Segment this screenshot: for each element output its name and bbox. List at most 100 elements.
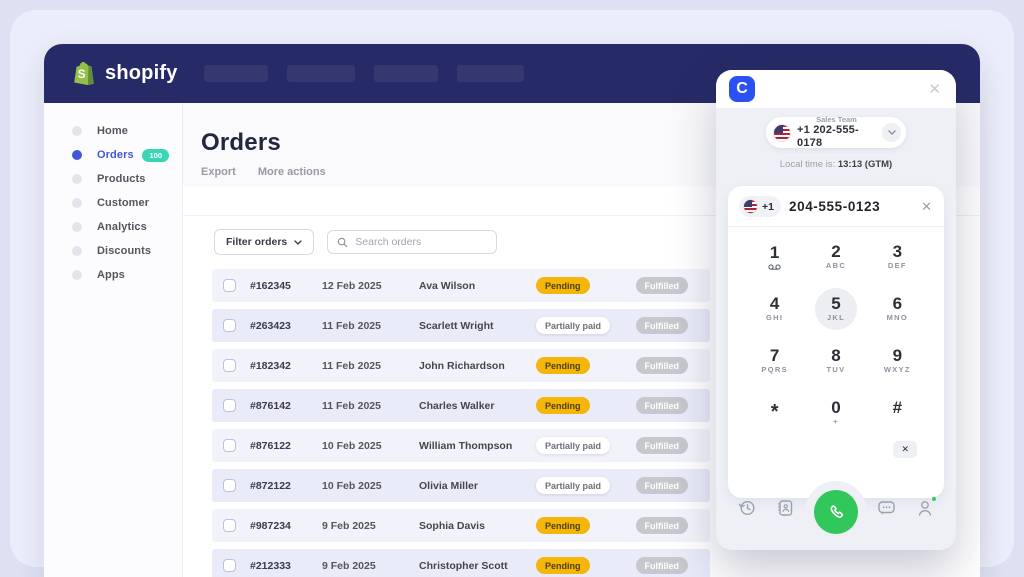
key-digit: 7 (769, 345, 780, 365)
order-row[interactable]: #182342 11 Feb 2025 John Richardson Pend… (212, 349, 710, 382)
nav-placeholder-2[interactable] (286, 65, 355, 82)
shopify-wordmark: shopify (105, 62, 178, 84)
sidebar-item[interactable]: Home (44, 119, 182, 143)
agent-status-icon[interactable] (915, 496, 937, 518)
shopify-logo: S shopify (70, 60, 178, 88)
sidebar-item[interactable]: Apps (44, 263, 182, 287)
order-row[interactable]: #876122 10 Feb 2025 William Thompson Par… (212, 429, 710, 462)
country-code: +1 (762, 200, 774, 213)
order-customer: Sophia Davis (419, 519, 485, 532)
key-digit: 0 (831, 397, 841, 417)
row-checkbox[interactable] (223, 439, 236, 452)
shopify-bag-icon: S (74, 61, 94, 85)
key-digit: 6 (892, 293, 903, 313)
order-row[interactable]: #212333 9 Feb 2025 Christopher Scott Pen… (212, 549, 710, 577)
sidebar-item[interactable]: Customer (44, 191, 182, 215)
order-id: #876142 (250, 399, 291, 412)
order-tabs (183, 187, 980, 216)
sidebar-item[interactable]: Discounts (44, 239, 182, 263)
keypad-key[interactable]: 2 ABC (805, 231, 866, 283)
keypad-key[interactable]: 5 JKL (805, 283, 866, 335)
keypad-key[interactable]: 4 GHI (744, 283, 805, 335)
dial-pad-card: +1 204-555-0123 ✕ 1 2 (728, 186, 944, 498)
row-checkbox[interactable] (223, 399, 236, 412)
order-row[interactable]: #872122 10 Feb 2025 Olivia Miller Partia… (212, 469, 710, 502)
sidebar-item-label: Discounts (97, 245, 152, 257)
line-phone-number: +1 202-555-0178 (797, 124, 859, 149)
country-code-selector[interactable]: +1 (739, 196, 781, 217)
clear-number-icon[interactable]: ✕ (921, 198, 932, 214)
keypad-key[interactable]: 7 PQRS (744, 335, 805, 387)
export-button[interactable]: Export (201, 166, 236, 178)
row-checkbox[interactable] (223, 479, 236, 492)
dialed-number-row: +1 204-555-0123 ✕ (728, 186, 944, 217)
divider (728, 226, 944, 227)
sms-chat-icon[interactable] (876, 498, 897, 518)
payment-status-badge: Pending (536, 277, 590, 294)
filter-orders-button[interactable]: Filter orders (214, 229, 315, 255)
order-date: 12 Feb 2025 (322, 279, 382, 292)
search-orders-input[interactable] (355, 236, 476, 248)
row-checkbox[interactable] (223, 559, 236, 572)
page-actions: Export More actions (201, 166, 956, 178)
row-checkbox[interactable] (223, 279, 236, 292)
key-letters: PQRS (761, 365, 788, 375)
top-nav-items (203, 65, 524, 82)
backspace-button[interactable]: ✕ (893, 441, 917, 458)
keypad-key[interactable]: 8 TUV (805, 335, 866, 387)
call-button[interactable] (814, 490, 858, 534)
close-icon[interactable]: ✕ (928, 80, 941, 98)
keypad-key[interactable]: 9 WXYZ (867, 335, 928, 387)
order-row[interactable]: #876142 11 Feb 2025 Charles Walker Pendi… (212, 389, 710, 422)
payment-status-badge: Partially paid (536, 477, 611, 494)
local-time: Local time is: 13:13 (GTM) (716, 159, 956, 170)
order-row[interactable]: #263423 11 Feb 2025 Scarlett Wright Part… (212, 309, 710, 342)
key-letters: TUV (826, 365, 846, 375)
order-customer: Olivia Miller (419, 479, 478, 492)
keypad-key[interactable]: * (744, 387, 805, 439)
orders-count-badge: 100 (142, 148, 169, 162)
more-actions-button[interactable]: More actions (257, 166, 326, 178)
keypad-key[interactable]: 6 MNO (867, 283, 928, 335)
row-checkbox[interactable] (223, 519, 236, 532)
dialer-toolbar (716, 496, 956, 518)
order-date: 11 Feb 2025 (322, 359, 381, 372)
outbound-line-selector[interactable]: Sales Team +1 202-555-0178 (766, 115, 906, 149)
local-time-value: 13:13 (GTM) (837, 159, 893, 170)
us-flag-icon (773, 123, 791, 142)
order-customer: William Thompson (419, 439, 513, 452)
key-letters: WXYZ (883, 365, 911, 375)
nav-placeholder-4[interactable] (456, 65, 524, 82)
keypad-key[interactable]: 1 (744, 231, 805, 283)
row-checkbox[interactable] (223, 359, 236, 372)
sidebar-item-dot-icon (72, 270, 82, 280)
fulfillment-status-badge: Fulfilled (635, 357, 688, 374)
nav-placeholder-1[interactable] (203, 65, 268, 82)
key-letters: ABC (825, 261, 847, 271)
order-row[interactable]: #162345 12 Feb 2025 Ava Wilson Pending F… (212, 269, 710, 302)
nav-placeholder-3[interactable] (373, 65, 438, 82)
keypad-key[interactable]: 0 + (805, 387, 866, 439)
order-row[interactable]: #987234 9 Feb 2025 Sophia Davis Pending … (212, 509, 710, 542)
dial-keypad: 1 2 ABC (728, 227, 944, 439)
fulfillment-status-badge: Fulfilled (635, 517, 688, 534)
key-letters: GHI (766, 313, 784, 323)
call-history-icon[interactable] (737, 498, 757, 518)
row-checkbox[interactable] (223, 319, 236, 332)
cloudtalk-logo: C (729, 76, 755, 102)
key-digit: 5 (831, 293, 841, 313)
key-letters: MNO (886, 313, 909, 323)
sidebar-item[interactable]: Products (44, 167, 182, 191)
order-date: 9 Feb 2025 (322, 519, 376, 532)
keypad-key[interactable]: 3 DEF (867, 231, 928, 283)
sidebar-item[interactable]: Orders 100 (44, 143, 182, 167)
sidebar-item[interactable]: Analytics (44, 215, 182, 239)
search-icon (338, 237, 348, 247)
sidebar-item-label: Customer (97, 197, 150, 209)
line-dropdown-button[interactable] (882, 123, 901, 142)
keypad-key[interactable]: # (867, 387, 928, 439)
sidebar-item-label: Apps (97, 269, 125, 281)
contacts-icon[interactable] (775, 498, 795, 518)
dialed-number: 204-555-0123 (788, 199, 881, 214)
